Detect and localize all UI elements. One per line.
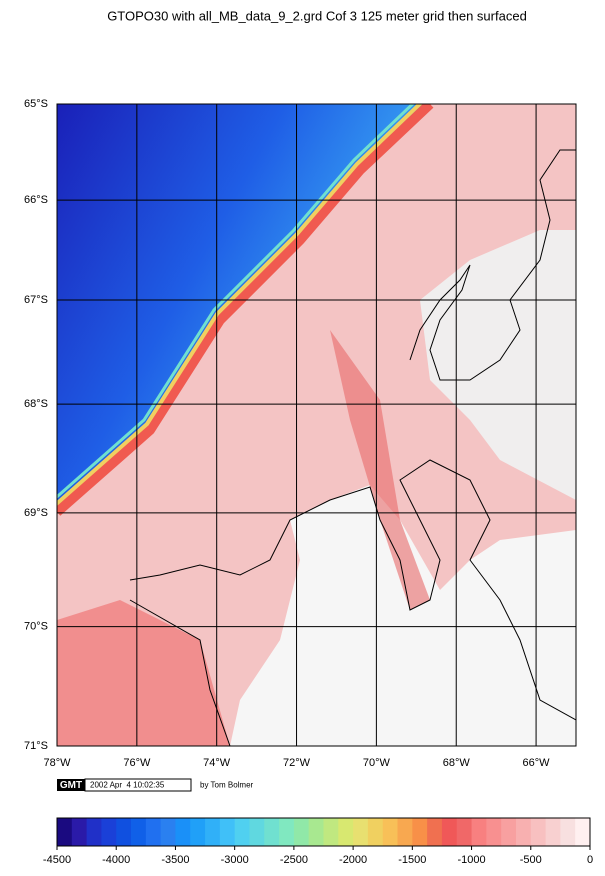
colorbar-swatch [249,818,265,846]
ice-shelf-edge [129,599,231,746]
colorbar-swatch [353,818,369,846]
colorbar-label: -2000 [339,854,367,866]
colorbar-swatch [219,818,236,846]
colorbar-label: 0 [587,854,593,866]
author: by Tom Bolmer [200,781,254,790]
colorbar-swatch [427,818,443,846]
colorbar-swatch [160,818,176,846]
colorbar-swatch [323,818,339,846]
colorbar-swatch [86,818,102,846]
logo: GMT [60,780,82,791]
slope-cyan [57,104,415,499]
land-ice [230,485,576,746]
colorbar-swatch [560,818,576,846]
colorbar-label: -1000 [457,854,485,866]
time-box [84,778,192,792]
trough [330,330,430,610]
colorbar: -4500 -4000 -3500 -3000 -2500 -2000 -1500 -1000… [43,817,593,866]
lon-label: 72°W [283,757,311,769]
colorbar-swatch [205,818,221,846]
colorbar-frame [56,817,591,847]
colorbar-label: -3000 [221,854,249,866]
colorbar-swatch [264,818,280,846]
logo-box [57,779,85,791]
colorbar-swatch [57,818,73,846]
colorbar-swatch [101,818,117,846]
lon-label: 74°W [203,757,231,769]
graticule: 65°S 66°S 67°S 68°S 69°S 70°S 71°S 78°W 76°W 74°W… [24,98,576,769]
lat-label: 71°S [24,740,48,752]
colorbar-swatch [575,818,591,846]
lat-label: 67°S [24,294,48,306]
colorbar-swatch [530,818,547,846]
colorbar-swatch [145,818,162,846]
lon-label: 68°W [443,757,471,769]
colorbar-label: -4000 [102,854,130,866]
colorbar-label: -4500 [43,854,71,866]
colorbar-label: -1500 [398,854,426,866]
lat-label: 69°S [24,507,48,519]
colorbar-swatch [190,818,206,846]
colorbar-swatch [501,818,517,846]
land-ice-east [420,230,576,500]
colorbar-label: -2500 [280,854,308,866]
shelf-red [57,600,230,746]
timestamp: 2002 Apr 4 10:02:35 [90,781,165,790]
colorbar-swatch [293,818,310,846]
colorbar-swatch [471,818,487,846]
lat-label: 68°S [24,398,48,410]
colorbar-swatch [71,818,88,846]
colorbar-swatch [116,818,132,846]
colorbar-swatch [397,818,413,846]
lon-label: 70°W [363,757,391,769]
colorbar-swatch [456,818,473,846]
lon-label: 66°W [523,757,551,769]
map-title: GTOPO30 with all_MB_data_9_2.grd Cof 3 1… [107,8,527,23]
colorbar-swatch [175,818,191,846]
colorbar-swatch [545,818,561,846]
slope-yellow [57,104,423,507]
lat-label: 65°S [24,98,48,110]
lon-label: 76°W [123,757,151,769]
colorbar-swatch [367,818,384,846]
colorbar-swatch [486,818,502,846]
colorbar-swatch [308,818,324,846]
colorbar-label: -3500 [161,854,189,866]
map-image [57,104,576,746]
lat-label: 66°S [24,194,48,206]
colorbar-swatch [382,818,399,846]
colorbar-swatch [412,818,428,846]
colorbar-swatch [441,818,458,846]
colorbar-swatch [515,818,532,846]
colorbar-swatch [131,818,147,846]
lon-label: 78°W [43,757,71,769]
colorbar-label: -500 [520,854,542,866]
coastline-south [129,459,576,721]
colorbar-swatch [338,818,354,846]
colorbar-swatch [234,818,250,846]
shelf-break [57,104,434,516]
colorbar-swatch [279,818,295,846]
lat-label: 70°S [24,621,48,633]
